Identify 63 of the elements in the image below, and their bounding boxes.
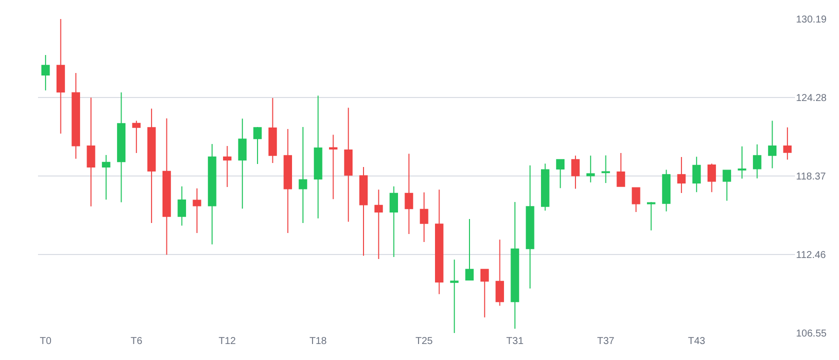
candlestick xyxy=(435,189,444,295)
candlestick xyxy=(646,202,656,231)
candlestick xyxy=(708,163,716,193)
candlestick xyxy=(692,156,701,193)
candlestick xyxy=(86,97,96,207)
candlestick xyxy=(314,95,322,219)
candlestick xyxy=(56,19,65,134)
x-tick-label: T31 xyxy=(506,336,524,347)
candlestick xyxy=(208,143,216,245)
candlestick xyxy=(496,239,504,306)
candlestick xyxy=(359,166,368,256)
x-tick-label: T12 xyxy=(218,336,236,347)
candlestick xyxy=(268,98,277,164)
candlestick xyxy=(404,153,414,235)
candlestick xyxy=(662,169,671,212)
candlestick xyxy=(298,126,308,224)
candlestick xyxy=(284,128,292,234)
x-tick-label: T6 xyxy=(130,336,143,347)
x-tick-label: T25 xyxy=(415,336,434,347)
candlestick xyxy=(783,126,792,160)
candlestick xyxy=(768,120,776,169)
candlestick xyxy=(752,144,762,179)
candlestick xyxy=(162,118,171,256)
candlestick xyxy=(374,189,383,260)
candlestick xyxy=(102,154,110,200)
candlestick xyxy=(117,92,126,203)
candlestick xyxy=(722,170,732,202)
candlestick xyxy=(223,145,232,188)
candlestick xyxy=(253,126,262,165)
candlestick xyxy=(132,120,141,154)
y-tick-label: 124.28 xyxy=(796,93,828,104)
candlestick xyxy=(344,107,353,222)
y-tick-label: 130.19 xyxy=(796,14,828,26)
candlestick xyxy=(526,164,534,289)
candlestick xyxy=(556,159,565,189)
candlestick xyxy=(329,134,338,200)
x-tick-label: T37 xyxy=(597,336,615,347)
candlestick xyxy=(238,118,247,210)
candlestick xyxy=(72,72,80,160)
y-tick-label: 106.55 xyxy=(796,328,828,340)
candlestick xyxy=(192,188,202,234)
candlestick xyxy=(602,154,610,184)
candlestick xyxy=(450,259,459,333)
y-tick-label: 118.37 xyxy=(796,172,826,182)
x-tick-label: T0 xyxy=(40,336,52,347)
candlestick xyxy=(632,187,640,212)
candlestick xyxy=(540,163,550,212)
candlestick xyxy=(178,186,186,226)
candlestick xyxy=(571,155,580,190)
candlestick xyxy=(616,152,626,187)
x-tick-label: T43 xyxy=(688,336,706,347)
candlestick xyxy=(465,218,474,282)
candlestick xyxy=(480,268,489,318)
y-tick-label: 112.46 xyxy=(796,250,826,261)
candlestick xyxy=(510,202,520,330)
candlestick xyxy=(390,186,398,258)
candlestick xyxy=(420,192,428,243)
candlestick xyxy=(738,146,746,180)
candlestick xyxy=(586,155,595,183)
x-tick-label: T18 xyxy=(309,336,328,347)
candlestick xyxy=(41,54,50,91)
candlestick xyxy=(147,108,156,224)
candlestick xyxy=(677,156,686,194)
